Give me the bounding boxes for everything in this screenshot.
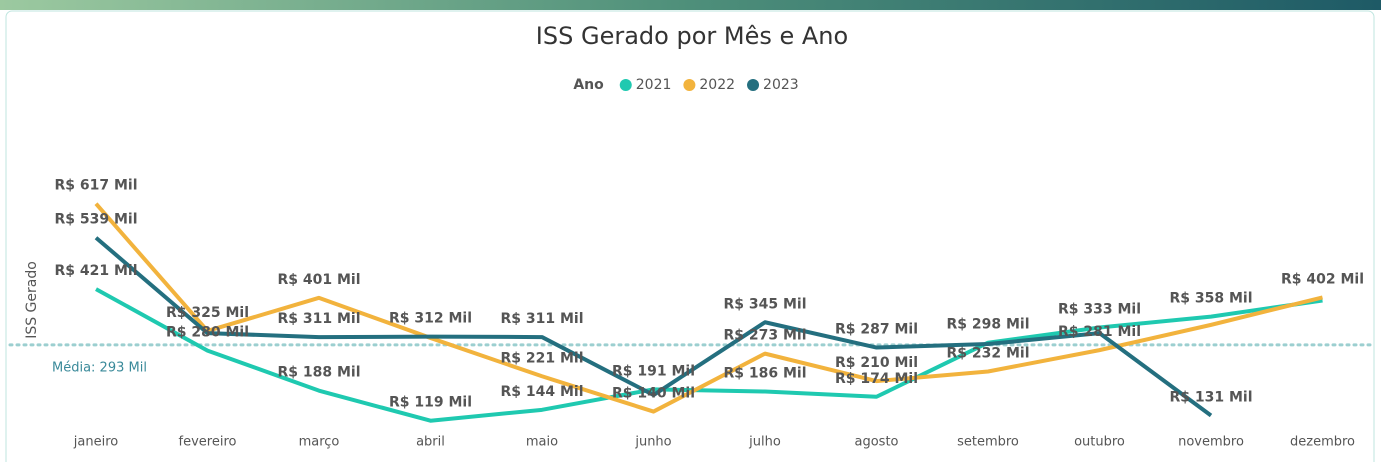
data-label: R$ 191 Mil xyxy=(612,363,695,379)
x-tick-label: junho xyxy=(634,435,671,450)
x-tick-label: julho xyxy=(748,435,781,450)
data-label: R$ 131 Mil xyxy=(1169,389,1252,405)
data-label: R$ 144 Mil xyxy=(500,384,583,400)
data-label: R$ 325 Mil xyxy=(166,305,249,321)
x-tick-label: dezembro xyxy=(1290,435,1355,450)
data-label: R$ 402 Mil xyxy=(1281,271,1364,287)
data-label: R$ 401 Mil xyxy=(277,272,360,288)
legend-marker xyxy=(747,79,760,91)
data-label: R$ 188 Mil xyxy=(277,365,360,381)
data-label: R$ 333 Mil xyxy=(1058,301,1141,317)
data-label: R$ 280 Mil xyxy=(166,325,249,341)
data-label: R$ 539 Mil xyxy=(54,212,137,228)
x-tick-label: setembro xyxy=(957,435,1019,450)
x-tick-label: março xyxy=(299,435,340,450)
data-label: R$ 281 Mil xyxy=(1058,324,1141,340)
x-tick-label: janeiro xyxy=(73,435,118,450)
data-label: R$ 287 Mil xyxy=(835,322,918,338)
data-label: R$ 617 Mil xyxy=(54,178,137,194)
data-label: R$ 311 Mil xyxy=(277,311,360,327)
x-tick-label: outubro xyxy=(1074,435,1125,450)
y-axis-title: ISS Gerado xyxy=(24,261,40,339)
data-label: R$ 174 Mil xyxy=(835,371,918,387)
data-label: R$ 119 Mil xyxy=(389,395,472,411)
legend-label: 2023 xyxy=(763,77,799,93)
data-label: R$ 186 Mil xyxy=(723,366,806,382)
data-label: R$ 312 Mil xyxy=(389,311,472,327)
data-label: R$ 345 Mil xyxy=(723,296,806,312)
legend-marker xyxy=(683,79,696,91)
legend-marker xyxy=(619,79,632,91)
x-tick-label: fevereiro xyxy=(179,435,237,450)
data-label: R$ 311 Mil xyxy=(500,311,583,327)
data-label: R$ 140 Mil xyxy=(612,386,695,402)
chart-title: ISS Gerado por Mês e Ano xyxy=(536,22,848,50)
legend-title: Ano xyxy=(573,77,604,93)
data-label: R$ 298 Mil xyxy=(946,317,1029,333)
data-label: R$ 358 Mil xyxy=(1169,291,1252,307)
average-label: Média: 293 Mil xyxy=(52,360,147,375)
data-label: R$ 210 Mil xyxy=(835,355,918,371)
series-line xyxy=(95,287,1323,423)
data-label: R$ 221 Mil xyxy=(500,350,583,366)
legend: Ano 2021 2022 2023 xyxy=(573,77,798,93)
x-tick-label: abril xyxy=(416,435,445,450)
top-band xyxy=(0,0,1381,10)
legend-label: 2021 xyxy=(636,77,672,93)
x-tick-label: novembro xyxy=(1178,435,1244,450)
x-tick-label: maio xyxy=(526,435,558,450)
x-tick-label: agosto xyxy=(855,435,899,450)
data-label: R$ 232 Mil xyxy=(946,345,1029,361)
card xyxy=(5,10,1375,462)
data-label: R$ 273 Mil xyxy=(723,328,806,344)
data-label: R$ 421 Mil xyxy=(54,263,137,279)
legend-label: 2022 xyxy=(699,77,735,93)
series-line xyxy=(94,236,1213,418)
